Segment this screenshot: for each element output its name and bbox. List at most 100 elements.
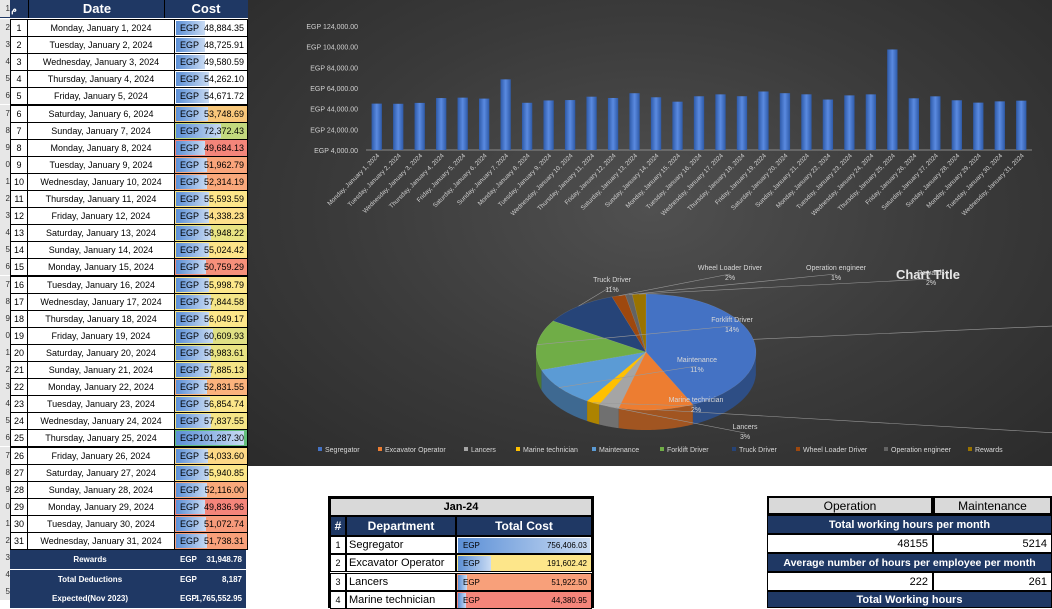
bar[interactable] — [436, 98, 447, 150]
table-row: 19 Friday, January 19, 2024 EGP 60,609.93 — [10, 326, 248, 345]
bar[interactable] — [908, 98, 919, 150]
pie-slice-name: Wheel Loader Driver — [698, 265, 763, 272]
bar[interactable] — [586, 96, 597, 150]
row-cost: EGP 55,593.59 — [174, 190, 248, 208]
chart-area[interactable]: EGP 4,000.00 EGP 24,000.00 EGP 44,000.00 EG… — [248, 0, 1052, 466]
bar[interactable] — [715, 94, 726, 150]
bar[interactable] — [1016, 100, 1027, 150]
y-tick-label: EGP 44,000.00 — [310, 107, 358, 114]
bar[interactable] — [994, 101, 1005, 150]
bar[interactable] — [865, 94, 877, 150]
row-index: 11 — [10, 190, 27, 208]
pie-slice-percent: 11% — [605, 287, 619, 294]
bar[interactable] — [371, 103, 382, 150]
bar[interactable] — [736, 96, 748, 150]
bar[interactable] — [393, 103, 404, 150]
row-currency: EGP — [180, 501, 200, 512]
bar[interactable] — [930, 96, 941, 150]
row-date: Wednesday, January 3, 2024 — [27, 53, 175, 72]
row-cost: EGP 51,072.74 — [174, 514, 248, 533]
row-index: 7 — [10, 121, 27, 140]
row-date: Monday, January 1, 2024 — [27, 19, 175, 37]
bar-chart[interactable]: EGP 4,000.00 EGP 24,000.00 EGP 44,000.00 EG… — [306, 24, 1032, 217]
col-maintenance: Maintenance — [933, 496, 1052, 515]
bar[interactable] — [973, 102, 984, 150]
row-currency: EGP — [180, 40, 200, 51]
pie-slice[interactable] — [598, 351, 647, 409]
row-date: Tuesday, January 9, 2024 — [27, 155, 175, 174]
leader-line — [578, 285, 613, 307]
bar[interactable] — [543, 100, 554, 150]
table-row: 11 Thursday, January 11, 2024 EGP 55,593.59 — [10, 190, 248, 208]
pie-slice[interactable] — [586, 351, 647, 405]
bar[interactable] — [500, 79, 511, 150]
table-row: 28 Sunday, January 28, 2024 EGP 52,116.00 — [10, 480, 248, 499]
pie-slice[interactable] — [611, 294, 647, 353]
bar[interactable] — [521, 102, 533, 150]
department-cost-table: Jan-24 # Department Total Cost 1 Segregat… — [328, 496, 594, 609]
bar[interactable] — [457, 97, 468, 150]
data-bar — [176, 226, 212, 241]
table-row: 31 Wednesday, January 31, 2024 EGP 51,738.3… — [10, 532, 248, 550]
bar[interactable] — [844, 95, 855, 150]
bar[interactable] — [629, 93, 640, 150]
pie-slice-side — [536, 352, 542, 390]
data-bar — [176, 328, 213, 343]
bar[interactable] — [650, 97, 662, 150]
pie-chart[interactable]: Chart TitleSegregator43%Excavator Operat… — [318, 265, 1052, 454]
bar[interactable] — [607, 97, 619, 150]
row-index: 24 — [10, 412, 27, 431]
footer-currency: EGP — [180, 574, 197, 584]
row-currency: EGP — [180, 536, 200, 546]
row-index: 21 — [10, 361, 27, 379]
legend-entry: Forklift Driver — [667, 447, 709, 454]
sheet-row-number: 8 — [0, 292, 10, 310]
row-amount: 56,854.74 — [203, 399, 244, 410]
row-cost: EGP 54,262.10 — [174, 70, 248, 89]
row-cost: EGP 60,609.93 — [174, 326, 248, 345]
maintenance-average-hours: 261 — [933, 572, 1052, 591]
row-date: Thursday, January 11, 2024 — [27, 190, 175, 208]
bar[interactable] — [951, 100, 962, 150]
row-currency: EGP — [180, 108, 200, 119]
data-bar — [176, 294, 211, 309]
row-index: 13 — [10, 224, 27, 243]
pie-slice[interactable] — [618, 351, 694, 411]
row-date: Sunday, January 14, 2024 — [27, 241, 175, 260]
row-date: Tuesday, January 2, 2024 — [27, 36, 175, 55]
bar[interactable] — [414, 102, 425, 150]
table-row: 1 Monday, January 1, 2024 EGP 48,884.35 — [10, 19, 248, 37]
bar[interactable] — [758, 91, 769, 150]
bar[interactable] — [564, 100, 576, 150]
leader-line — [536, 325, 733, 346]
pie-slice-percent: 1% — [831, 275, 841, 282]
pie-slice-percent: 2% — [691, 407, 701, 414]
row-currency: EGP — [180, 245, 200, 256]
bar[interactable] — [693, 96, 705, 150]
row-date: Wednesday, January 24, 2024 — [27, 412, 175, 431]
row-amount: 54,033.60 — [203, 450, 244, 461]
dept-row-cost: EGP 191,602.42 — [456, 554, 592, 573]
bar[interactable] — [801, 94, 812, 150]
bar[interactable] — [887, 49, 898, 151]
dept-row-currency: EGP — [463, 541, 480, 550]
operation-average-hours: 222 — [767, 572, 933, 591]
leader-line — [753, 325, 1052, 340]
bar[interactable] — [822, 99, 834, 150]
bar[interactable] — [779, 93, 791, 150]
row-index: 4 — [10, 70, 27, 89]
row-cost: EGP 48,725.91 — [174, 36, 248, 55]
row-cost: EGP 72,372.43 — [174, 121, 248, 140]
row-index: 17 — [10, 292, 27, 311]
pie-slice[interactable] — [645, 293, 757, 405]
sheet-row-number: 4 — [0, 53, 10, 71]
data-bar — [458, 538, 590, 553]
data-bar — [176, 209, 209, 224]
leader-line — [592, 402, 697, 407]
row-amount: 101,287.30 — [198, 433, 244, 444]
legend-swatch — [796, 447, 800, 451]
row-amount: 58,983.61 — [203, 347, 244, 358]
bar[interactable] — [479, 98, 490, 150]
bar[interactable] — [672, 101, 683, 150]
legend-swatch — [592, 447, 596, 451]
